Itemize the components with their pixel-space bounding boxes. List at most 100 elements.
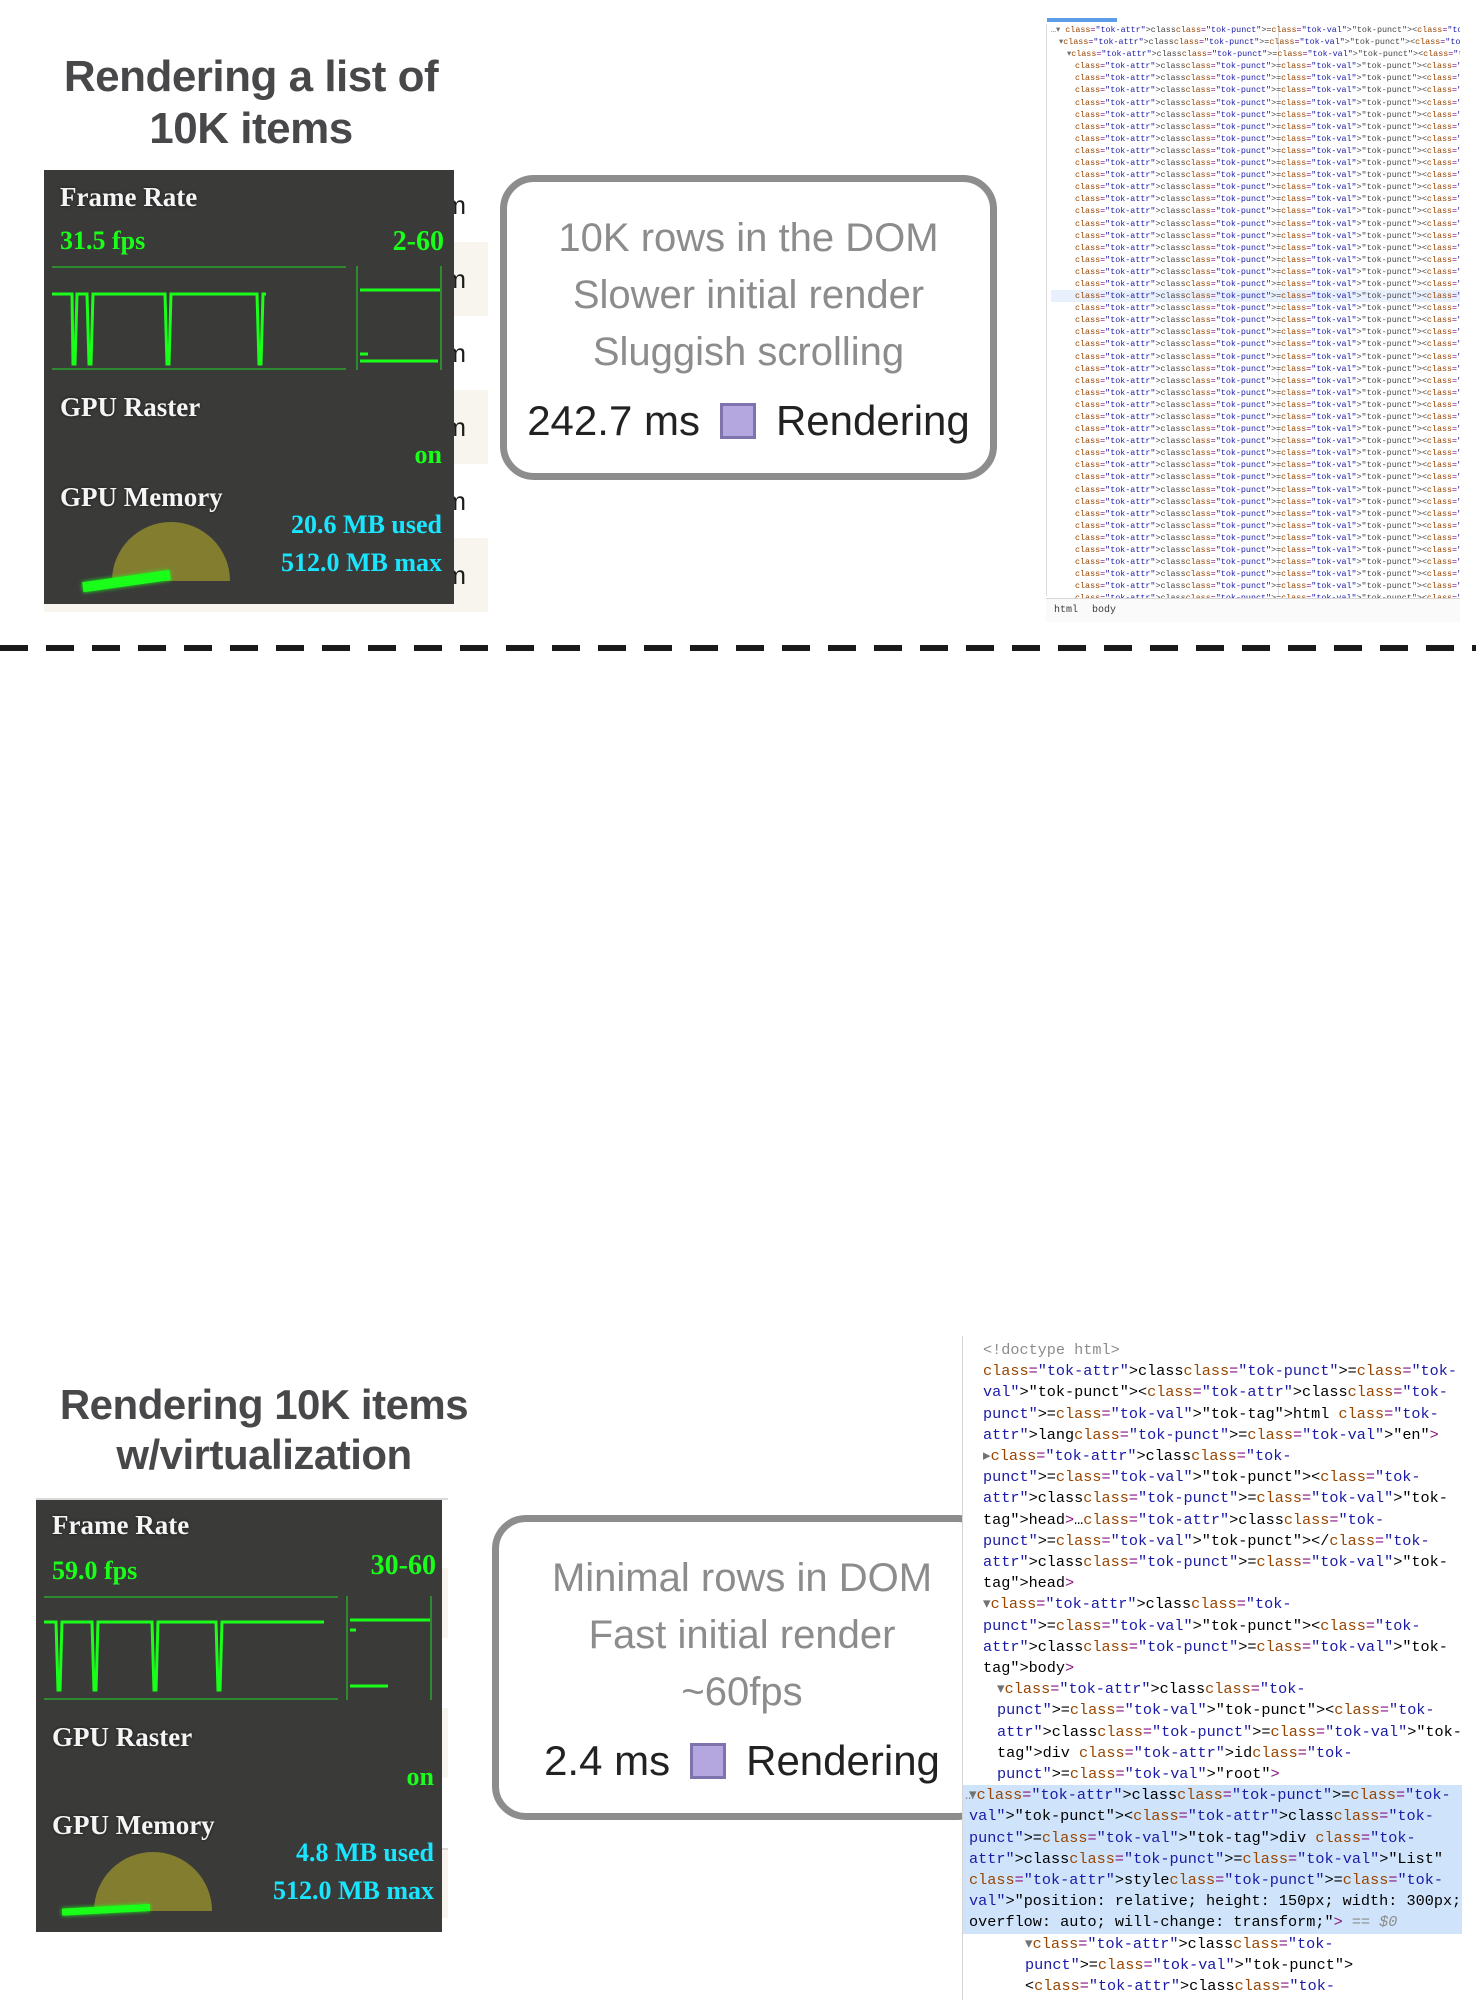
devtools-dom-node[interactable]: class="tok-attr">classclass="tok-punct">… [983,1362,1458,1444]
devtools-dom-node[interactable]: class="tok-attr">classclass="tok-punct">… [1075,545,1460,556]
devtools-dom-node[interactable]: class="tok-attr">classclass="tok-punct">… [1075,532,1460,543]
devtools-dom-node[interactable]: class="tok-attr">classclass="tok-punct">… [1075,121,1460,132]
gpu-memory-max: 512.0 MB max [272,1876,434,1905]
devtools-dom-node[interactable]: class="tok-attr">classclass="tok-punct">… [1075,351,1460,362]
gpu-raster-value: on [414,440,442,469]
devtools-dom-node[interactable]: … ▾class="tok-attr">classclass="tok-punct… [963,1785,1462,1934]
devtools-dom-node[interactable]: ▾class="tok-attr">classclass="tok-punct"… [1025,1934,1362,2000]
frame-rate-graph-secondary [356,266,442,370]
devtools-dom-node[interactable]: class="tok-attr">classclass="tok-punct">… [1075,520,1460,531]
gpu-memory-gauge-needle [61,1904,151,1916]
devtools-dom-node[interactable]: class="tok-attr">classclass="tok-punct">… [1075,508,1460,519]
frame-rate-label: Frame Rate [60,182,198,212]
breadcrumb-body[interactable]: body [1092,605,1117,616]
fps-value: 59.0 fps [52,1556,138,1585]
devtools-dom-node[interactable]: class="tok-attr">classclass="tok-punct">… [1051,290,1460,303]
frame-rate-graph [44,1596,338,1700]
rendering-color-swatch-icon [690,1742,727,1779]
gpu-memory-gauge [112,522,230,581]
devtools-dom-node[interactable]: class="tok-attr">classclass="tok-punct">… [1075,399,1460,410]
callout-line: 10K rows in the DOM [558,216,939,261]
devtools-dom-node[interactable]: ▾class="tok-attr">classclass="tok-punct"… [983,1595,1448,1678]
devtools-dom-node[interactable]: class="tok-attr">classclass="tok-punct">… [1075,460,1460,471]
devtools-dom-node[interactable]: class="tok-attr">classclass="tok-punct">… [1075,109,1460,120]
callout-metric-row: 242.7 ms Rendering [527,397,970,445]
devtools-elements-panel-top[interactable]: …▾ class="tok-attr">classclass="tok-punc… [1046,18,1460,622]
devtools-dom-node[interactable]: class="tok-attr">classclass="tok-punct">… [1075,412,1460,422]
gpu-memory-gauge [94,1852,212,1911]
devtools-dom-node[interactable]: class="tok-attr">classclass="tok-punct">… [1075,484,1460,495]
callout-metric-row: 2.4 ms Rendering [544,1737,940,1785]
devtools-dom-node[interactable]: class="tok-attr">classclass="tok-punct">… [1075,557,1460,568]
devtools-dom-node[interactable]: class="tok-attr">classclass="tok-punct">… [1075,363,1460,374]
devtools-dom-node[interactable]: class="tok-attr">classclass="tok-punct">… [1075,339,1460,350]
devtools-dom-node[interactable]: class="tok-attr">classclass="tok-punct">… [1075,448,1460,459]
devtools-dom-node[interactable]: class="tok-attr">classclass="tok-punct">… [1075,315,1460,326]
callout-virtualized: Minimal rows in DOM Fast initial render … [492,1515,992,1820]
devtools-dom-node[interactable]: ▸class="tok-attr">classclass="tok-punct"… [983,1447,1448,1593]
devtools-dom-node[interactable]: class="tok-attr">classclass="tok-punct">… [1075,303,1460,314]
devtools-styles-pane [1278,24,1460,596]
devtools-dom-node[interactable]: class="tok-attr">classclass="tok-punct">… [1075,581,1460,592]
devtools-dom-node[interactable]: class="tok-attr">classclass="tok-punct">… [1075,97,1460,108]
devtools-dom-node[interactable]: class="tok-attr">classclass="tok-punct">… [1075,278,1460,289]
devtools-dom-node[interactable]: ▾class="tok-attr">classclass="tok-punct"… [1067,49,1460,60]
devtools-overflow-dots-icon[interactable]: … [965,1786,975,1805]
rendering-time-value: 242.7 ms [527,396,700,444]
devtools-dom-node[interactable]: class="tok-attr">classclass="tok-punct">… [1075,387,1460,398]
devtools-dom-node[interactable]: class="tok-attr">classclass="tok-punct">… [1075,73,1460,84]
devtools-dom-node[interactable]: class="tok-attr">classclass="tok-punct">… [1075,242,1460,253]
gpu-memory-label: GPU Memory [52,1810,215,1840]
devtools-dom-node[interactable]: class="tok-attr">classclass="tok-punct">… [1075,496,1460,507]
section-divider [0,645,1476,651]
devtools-dom-node[interactable]: class="tok-attr">classclass="tok-punct">… [1075,266,1460,277]
frame-rate-graph-secondary [346,1596,432,1700]
devtools-dom-node[interactable]: class="tok-attr">classclass="tok-punct">… [1075,230,1460,241]
devtools-dom-node[interactable]: class="tok-attr">classclass="tok-punct">… [1075,218,1460,229]
devtools-dom-node[interactable]: <!doctype html> [983,1341,1120,1359]
devtools-dom-node[interactable]: class="tok-attr">classclass="tok-punct">… [1075,61,1460,72]
rendering-color-swatch-icon [719,402,756,439]
devtools-dom-node[interactable]: class="tok-attr">classclass="tok-punct">… [1075,206,1460,217]
devtools-dom-node[interactable]: class="tok-attr">classclass="tok-punct">… [1075,327,1460,338]
devtools-dom-node[interactable]: class="tok-attr">classclass="tok-punct">… [1075,254,1460,265]
devtools-dom-node[interactable]: class="tok-attr">classclass="tok-punct">… [1075,158,1460,169]
gpu-memory-max: 512.0 MB max [280,548,442,577]
frame-rate-sparkline [44,1620,324,1692]
devtools-breadcrumb[interactable]: html body [1046,598,1460,622]
rendering-metric-label: Rendering [775,396,970,444]
callout-line: Fast initial render [588,1613,896,1658]
devtools-scrollbar[interactable] [1047,18,1117,22]
devtools-elements-panel-bottom[interactable]: <!doctype html> class="tok-attr">classcla… [962,1336,1462,2000]
devtools-dom-node[interactable]: class="tok-attr">classclass="tok-punct">… [1075,472,1460,483]
devtools-dom-tree[interactable]: <!doctype html> class="tok-attr">classcla… [962,1336,1462,2000]
rendering-metric-label: Rendering [746,1736,940,1784]
devtools-dom-node[interactable]: class="tok-attr">classclass="tok-punct">… [1075,375,1460,386]
devtools-dom-node[interactable]: class="tok-attr">classclass="tok-punct">… [1075,182,1460,193]
callout-line: ~60fps [681,1669,803,1714]
frame-rate-graph [52,266,346,370]
devtools-dom-node[interactable]: …▾ class="tok-attr">classclass="tok-punc… [1051,25,1460,35]
gpu-memory-used: 4.8 MB used [296,1838,434,1867]
page-title-bottom: Rendering 10K items w/virtualization [59,1381,469,1478]
devtools-dom-node[interactable]: class="tok-attr">classclass="tok-punct">… [1075,133,1460,144]
devtools-dom-node[interactable]: class="tok-attr">classclass="tok-punct">… [1075,145,1460,156]
frame-rate-sparkline-secondary [350,1618,430,1688]
callout-line: Slower initial render [572,273,925,318]
devtools-dom-node[interactable]: ▾class="tok-attr">classclass="tok-punct"… [997,1680,1462,1784]
frame-rate-sparkline-secondary [360,288,440,363]
devtools-dom-node[interactable]: ▾class="tok-attr">classclass="tok-punct"… [1059,37,1460,48]
devtools-dom-node[interactable]: class="tok-attr">classclass="tok-punct">… [1075,436,1460,447]
devtools-dom-node[interactable]: class="tok-attr">classclass="tok-punct">… [1075,194,1460,205]
breadcrumb-html[interactable]: html [1054,605,1079,616]
devtools-dom-node[interactable]: class="tok-attr">classclass="tok-punct">… [1075,85,1460,96]
devtools-dom-tree[interactable]: …▾ class="tok-attr">classclass="tok-punc… [1046,24,1460,616]
gpu-raster-label: GPU Raster [52,1722,193,1752]
devtools-dom-node[interactable]: class="tok-attr">classclass="tok-punct">… [1075,424,1460,435]
devtools-dom-node[interactable]: class="tok-attr">classclass="tok-punct">… [1075,569,1460,580]
fps-range: 2-60 [392,226,444,257]
fps-range: 30-60 [370,1550,436,1581]
devtools-dom-node[interactable]: class="tok-attr">classclass="tok-punct">… [1075,170,1460,181]
